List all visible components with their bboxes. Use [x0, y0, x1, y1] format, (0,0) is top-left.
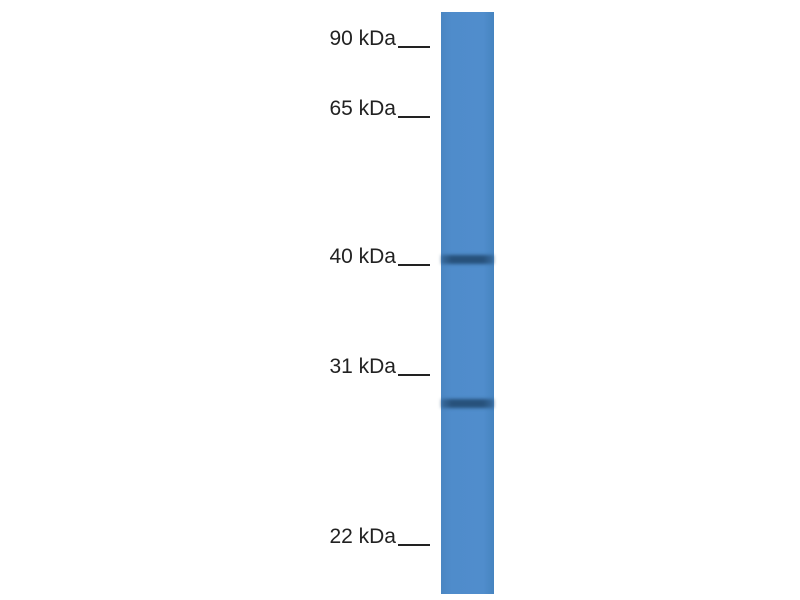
marker-label: 65 kDa [329, 97, 396, 120]
protein-band-lower [441, 399, 494, 408]
marker-tick [398, 544, 430, 546]
marker-40kda: 40 kDa [250, 242, 430, 268]
marker-label: 90 kDa [329, 27, 396, 50]
marker-label: 22 kDa [329, 525, 396, 548]
marker-label: 40 kDa [329, 245, 396, 268]
marker-tick [398, 374, 430, 376]
marker-tick [398, 264, 430, 266]
marker-90kda: 90 kDa [250, 24, 430, 50]
marker-tick [398, 46, 430, 48]
marker-65kda: 65 kDa [250, 94, 430, 120]
marker-31kda: 31 kDa [250, 352, 430, 378]
protein-band-upper [441, 255, 494, 264]
marker-22kda: 22 kDa [250, 522, 430, 548]
blot-lane [441, 12, 494, 594]
marker-tick [398, 116, 430, 118]
marker-label: 31 kDa [329, 355, 396, 378]
